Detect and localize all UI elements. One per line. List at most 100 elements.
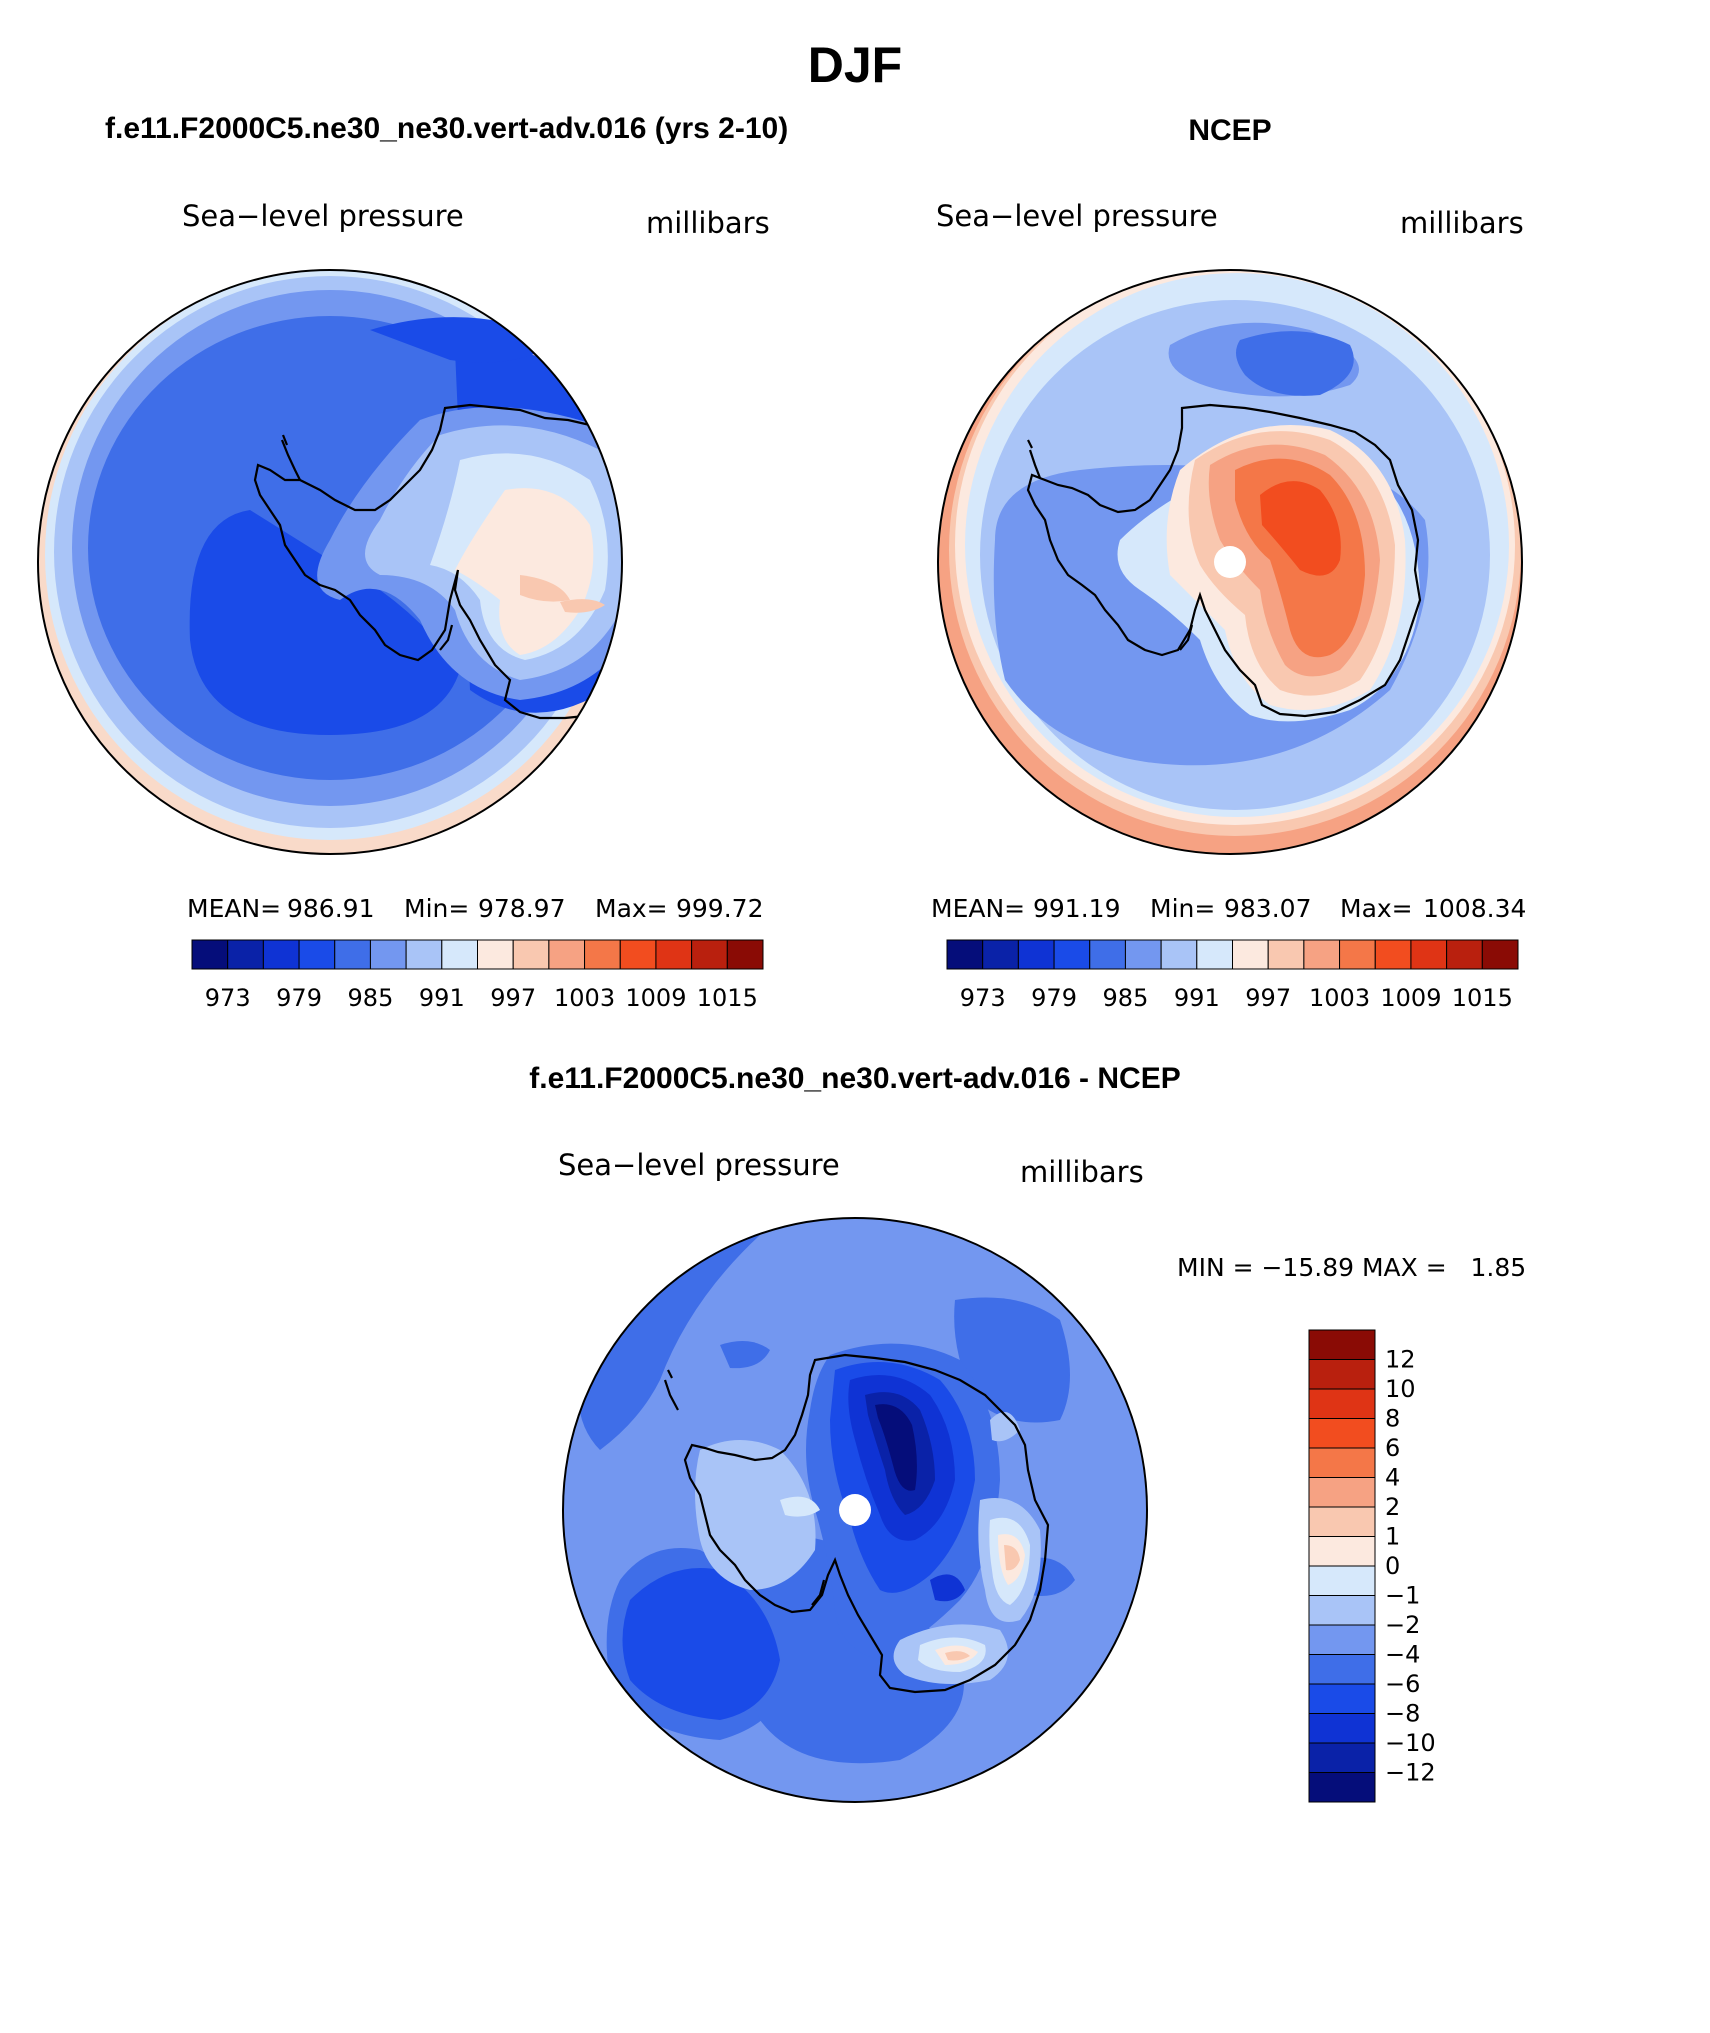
model-colorbar-tick-label: 991 <box>419 984 465 1012</box>
diff-colorbar-tick-label: 4 <box>1385 1464 1400 1492</box>
ncep-colorbar-tick-label: 1009 <box>1380 984 1441 1012</box>
diff-colorbar-tick-label: −6 <box>1385 1670 1420 1698</box>
ncep-mean-value: 991.19 <box>1033 894 1120 923</box>
diff-colorbar-swatch <box>1308 1683 1376 1714</box>
model-colorbar-swatch <box>369 939 407 970</box>
model-coastline <box>253 403 622 720</box>
ncep-colorbar-swatch <box>1374 939 1412 970</box>
model-colorbar: 973 979 985 991 997 1003 1009 1015 <box>191 939 764 1012</box>
model-max-label: Max= <box>595 894 668 923</box>
model-colorbar-swatch <box>726 939 764 970</box>
diff-colorbar-swatch <box>1308 1388 1376 1419</box>
ncep-min-label: Min= <box>1150 894 1215 923</box>
ncep-mean-label: MEAN= <box>931 894 1025 923</box>
model-max-value: 999.72 <box>676 894 763 923</box>
ncep-panel: Sea−level pressure millibars MEAN= <box>931 199 1526 1012</box>
diff-colorbar-tick-label: 12 <box>1385 1346 1416 1374</box>
model-colorbar-swatch <box>619 939 657 970</box>
diff-colorbar-tick-label: 10 <box>1385 1375 1416 1403</box>
model-colorbar-swatch <box>548 939 586 970</box>
ncep-colorbar-swatch <box>1446 939 1483 970</box>
model-min-label: Min= <box>404 894 469 923</box>
diff-coastline <box>663 1353 1050 1694</box>
model-field <box>38 270 622 854</box>
panel-diff-header: f.e11.F2000C5.ne30_ne30.vert-adv.016 - N… <box>529 1062 1180 1095</box>
diff-colorbar-swatch <box>1308 1624 1376 1655</box>
diff-colorbar-tick-label: 6 <box>1385 1434 1400 1462</box>
model-field-label: Sea−level pressure <box>182 199 464 233</box>
diff-field-label: Sea−level pressure <box>558 1148 840 1182</box>
model-colorbar-swatch <box>441 939 478 970</box>
model-colorbar-swatch <box>298 939 336 970</box>
model-min-value: 978.97 <box>478 894 565 923</box>
model-units-label: millibars <box>646 206 770 240</box>
ncep-colorbar-swatch <box>1232 939 1269 970</box>
model-colorbar-swatch <box>191 939 229 970</box>
ncep-colorbar-swatch <box>1267 939 1305 970</box>
diff-colorbar-tick-label: 0 <box>1385 1552 1400 1580</box>
ncep-colorbar: 973 979 985 991 997 1003 1009 1015 <box>946 939 1519 1012</box>
model-colorbar-swatch <box>262 939 300 970</box>
model-panel: Sea−level pressure millibars MEAN= <box>37 199 770 1012</box>
diff-minmax: MIN = −15.89 MAX = 1.85 <box>1177 1253 1526 1282</box>
diff-colorbar-swatch <box>1308 1418 1376 1449</box>
model-colorbar-swatch <box>584 939 621 970</box>
ncep-colorbar-swatch <box>1481 939 1519 970</box>
diff-colorbar-tick-label: −8 <box>1385 1700 1420 1728</box>
model-colorbar-tick-label: 979 <box>276 984 322 1012</box>
model-colorbar-tick-label: 997 <box>490 984 536 1012</box>
diff-colorbar-swatch <box>1308 1329 1376 1360</box>
ncep-coastline <box>1026 403 1422 718</box>
diff-colorbar-swatch <box>1308 1654 1376 1685</box>
ncep-colorbar-tick-label: 1003 <box>1309 984 1370 1012</box>
model-colorbar-swatch <box>477 939 514 970</box>
panel-left-header: f.e11.F2000C5.ne30_ne30.vert-adv.016 (yr… <box>105 112 788 145</box>
panel-right-header: NCEP <box>1188 114 1271 147</box>
diff-colorbar-tick-label: 2 <box>1385 1493 1400 1521</box>
diff-colorbar-tick-label: −4 <box>1385 1641 1420 1669</box>
model-colorbar-tick-label: 985 <box>348 984 394 1012</box>
ncep-colorbar-swatch <box>982 939 1019 970</box>
ncep-field-label: Sea−level pressure <box>936 199 1218 233</box>
diff-units-label: millibars <box>1020 1155 1144 1189</box>
model-colorbar-swatch <box>334 939 371 970</box>
ncep-colorbar-tick-label: 997 <box>1245 984 1291 1012</box>
figure-title: DJF <box>808 37 902 93</box>
model-colorbar-tick-label: 1015 <box>697 984 758 1012</box>
diff-colorbar-swatch <box>1308 1447 1376 1478</box>
ncep-colorbar-swatch <box>1160 939 1198 970</box>
ncep-colorbar-tick-label: 1015 <box>1452 984 1513 1012</box>
diff-colorbar-swatch <box>1308 1595 1376 1626</box>
model-mean-value: 986.91 <box>287 894 374 923</box>
diff-colorbar-tick-label: −12 <box>1385 1759 1436 1787</box>
ncep-min-value: 983.07 <box>1224 894 1311 923</box>
diff-pole-mask <box>839 1494 871 1526</box>
ncep-max-label: Max= <box>1340 894 1413 923</box>
diff-colorbar-swatch <box>1308 1772 1376 1803</box>
model-colorbar-tick-label: 1003 <box>554 984 615 1012</box>
ncep-colorbar-swatch <box>1053 939 1091 970</box>
difference-panel: Sea−level pressure millibars MIN = −15.8… <box>558 1148 1526 1803</box>
diff-colorbar-swatch <box>1308 1713 1376 1744</box>
diff-colorbar-tick-label: −10 <box>1385 1729 1436 1757</box>
ncep-colorbar-tick-label: 991 <box>1174 984 1220 1012</box>
model-colorbar-swatch <box>405 939 443 970</box>
ncep-colorbar-swatch <box>946 939 984 970</box>
ncep-colorbar-tick-label: 973 <box>960 984 1006 1012</box>
ncep-colorbar-swatch <box>1410 939 1448 970</box>
model-mean-label: MEAN= <box>187 894 281 923</box>
diff-colorbar-tick-label: −1 <box>1385 1582 1420 1610</box>
ncep-colorbar-swatch <box>1339 939 1376 970</box>
diff-colorbar-swatch <box>1308 1536 1376 1567</box>
ncep-colorbar-swatch <box>1196 939 1233 970</box>
ncep-units-label: millibars <box>1400 206 1524 240</box>
ncep-max-value: 1008.34 <box>1423 894 1526 923</box>
ncep-colorbar-swatch <box>1124 939 1162 970</box>
model-colorbar-swatch <box>512 939 550 970</box>
model-colorbar-tick-label: 973 <box>205 984 251 1012</box>
ncep-colorbar-swatch <box>1303 939 1341 970</box>
diff-colorbar-swatch <box>1308 1477 1376 1508</box>
ncep-pole-mask <box>1214 546 1246 578</box>
diff-colorbar-tick-label: 1 <box>1385 1523 1400 1551</box>
